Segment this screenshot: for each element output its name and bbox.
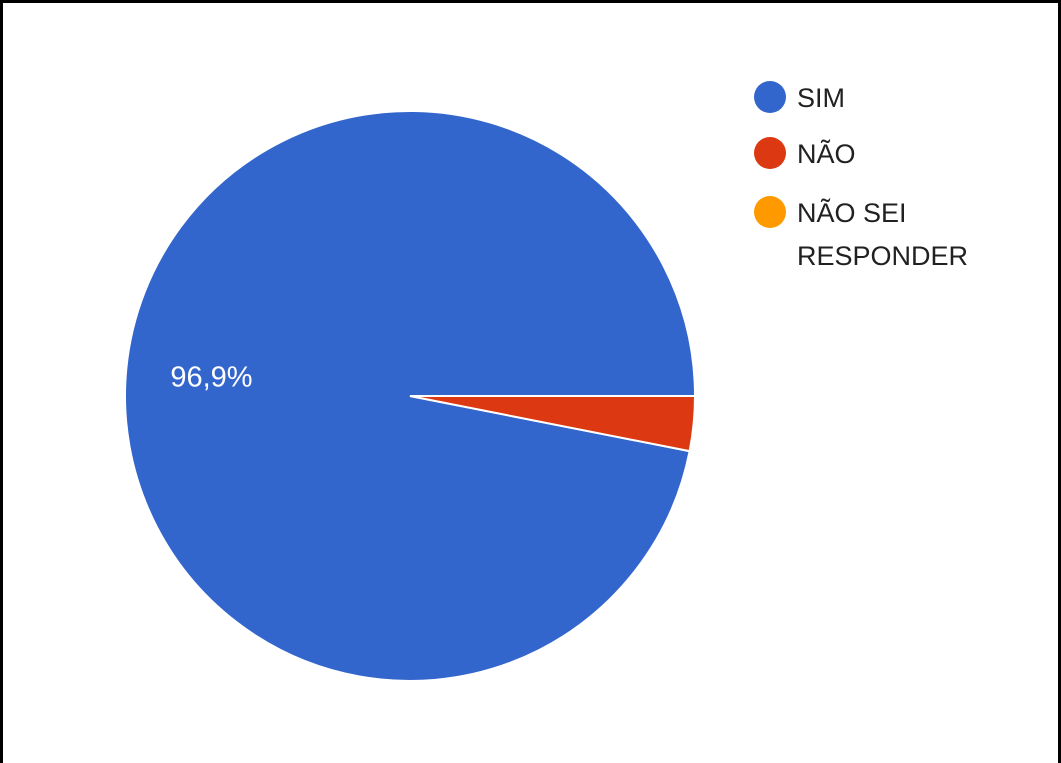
pie-slice-n-o [409,395,697,453]
legend-item: SIM [754,81,845,113]
legend: SIM NÃO NÃO SEI RESPONDER [754,81,968,271]
legend-swatch [754,196,786,228]
pie-slice-labels: 96,9% [170,362,252,394]
legend-label: NÃO SEI [797,197,907,228]
slice-data-label: 96,9% [170,362,252,394]
legend-swatch [754,137,786,169]
legend-item: NÃO [754,137,856,169]
legend-swatch [754,81,786,113]
legend-label: SIM [797,83,845,113]
legend-label: RESPONDER [797,241,968,271]
pie-slices [124,110,697,683]
legend-item: NÃO SEI RESPONDER [754,196,968,271]
legend-label: NÃO [797,138,856,169]
